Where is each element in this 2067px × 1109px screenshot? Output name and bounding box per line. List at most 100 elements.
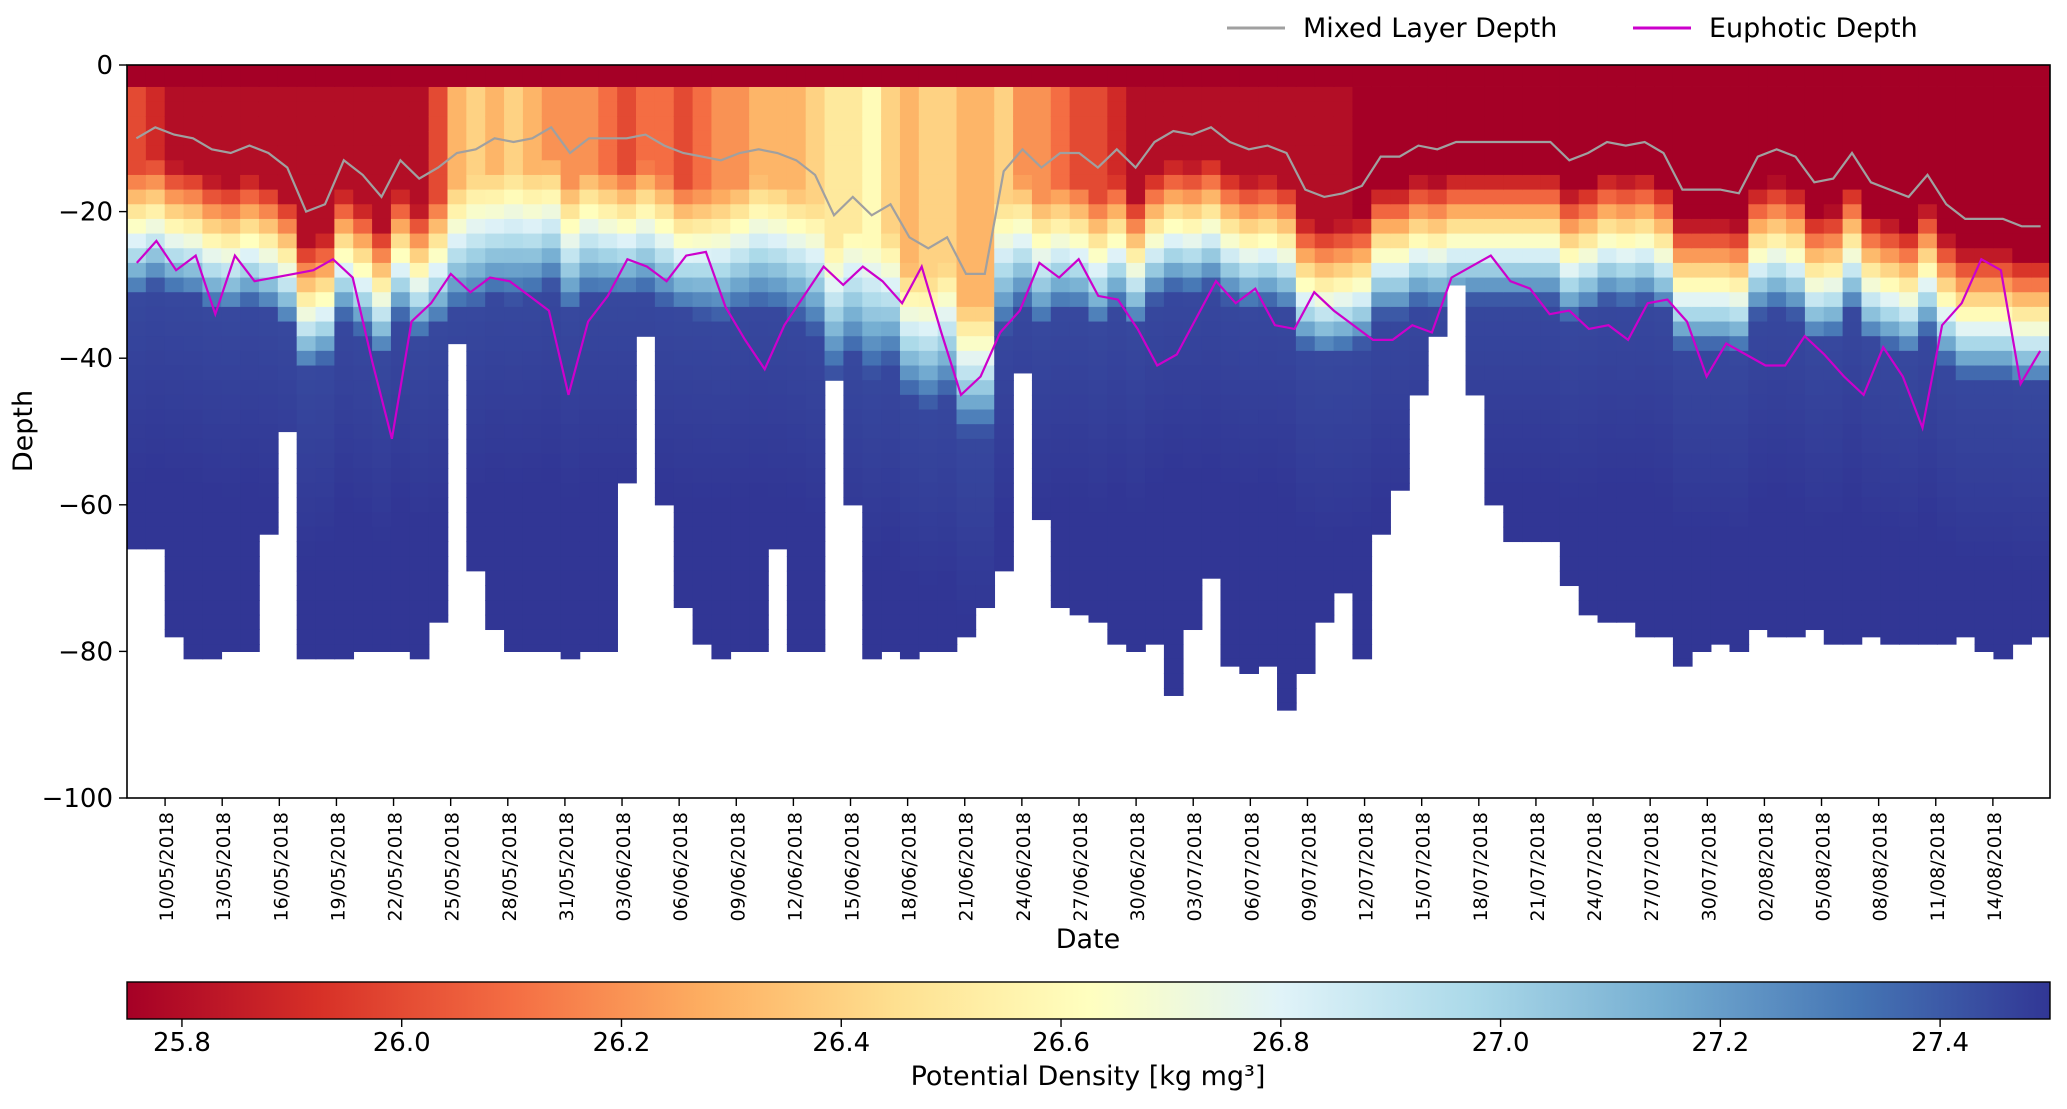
density-cell	[1616, 600, 1637, 616]
density-cell	[334, 468, 355, 484]
density-cell	[353, 526, 373, 543]
density-cell	[1955, 556, 1976, 572]
density-column	[805, 65, 826, 652]
density-cell	[1107, 394, 1128, 411]
x-tick-label: 03/07/2018	[1184, 812, 1206, 922]
density-cell	[1578, 526, 1599, 543]
density-cell	[2012, 438, 2032, 455]
density-cell	[145, 101, 166, 117]
density-cell	[1974, 365, 1995, 381]
density-cell	[1088, 424, 1109, 440]
density-cell	[258, 438, 279, 455]
density-cell	[2012, 585, 2032, 601]
density-cell	[2031, 233, 2050, 249]
density-cell	[1654, 585, 1674, 601]
density-cell	[258, 174, 279, 191]
density-cell	[1842, 600, 1863, 616]
density-cell	[183, 394, 204, 411]
density-cell	[1635, 438, 1655, 455]
density-cell	[673, 262, 694, 279]
density-cell	[937, 438, 958, 455]
density-cell	[786, 292, 807, 308]
density-cell	[1993, 482, 2014, 499]
density-cell	[1314, 394, 1335, 411]
density-cell	[1823, 512, 1844, 528]
density-cell	[353, 189, 373, 205]
density-cell	[654, 277, 675, 293]
density-cell	[240, 116, 260, 132]
density-cell	[1955, 438, 1976, 455]
density-cell	[1163, 556, 1184, 572]
density-cell	[145, 189, 166, 205]
density-cell	[202, 394, 223, 411]
density-cell	[504, 174, 524, 191]
density-cell	[1710, 497, 1731, 513]
density-cell	[1748, 512, 1769, 528]
density-cell	[1804, 380, 1825, 396]
density-cell	[1239, 409, 1259, 425]
density-cell	[1616, 409, 1637, 425]
density-cell	[1635, 262, 1655, 279]
density-cell	[1314, 453, 1335, 469]
density-cell	[485, 468, 505, 484]
density-cell	[1050, 409, 1071, 425]
density-cell	[1936, 526, 1957, 543]
density-cell	[183, 600, 204, 616]
density-cell	[390, 65, 411, 87]
density-cell	[1050, 600, 1071, 609]
density-cell	[1597, 394, 1618, 411]
density-cell	[409, 541, 430, 557]
density-cell	[1220, 629, 1241, 645]
density-column	[598, 65, 618, 652]
density-cell	[1182, 262, 1203, 279]
density-cell	[1899, 541, 1919, 557]
density-cell	[1031, 86, 1052, 103]
density-cell	[1748, 541, 1769, 557]
density-cell	[1352, 248, 1373, 264]
density-cell	[598, 189, 618, 205]
density-cell	[1522, 248, 1542, 264]
density-cell	[899, 380, 920, 396]
density-cell	[1899, 556, 1919, 572]
density-cell	[1371, 130, 1391, 147]
density-cell	[975, 145, 996, 161]
density-column	[127, 65, 147, 550]
density-cell	[1069, 174, 1090, 191]
density-cell	[1107, 86, 1128, 103]
density-cell	[692, 277, 713, 293]
density-cell	[1333, 130, 1354, 147]
density-cell	[1258, 277, 1278, 293]
density-cell	[390, 644, 411, 652]
density-cell	[1616, 86, 1637, 103]
density-column	[1314, 65, 1335, 623]
density-cell	[881, 65, 901, 87]
density-cell	[598, 556, 618, 572]
density-cell	[1220, 218, 1241, 235]
density-cell	[1145, 453, 1165, 469]
density-column	[1635, 65, 1655, 638]
density-column	[1729, 65, 1750, 652]
density-column	[202, 65, 223, 660]
density-cell	[541, 204, 562, 220]
density-cell	[1786, 482, 1806, 499]
density-cell	[1559, 512, 1580, 528]
density-cell	[202, 438, 223, 455]
density-cell	[862, 145, 882, 161]
density-cell	[1842, 409, 1863, 425]
density-cell	[1880, 116, 1900, 132]
density-cell	[1974, 277, 1995, 293]
density-cell	[918, 424, 939, 440]
density-cell	[504, 438, 524, 455]
density-cell	[1258, 321, 1278, 337]
density-cell	[1465, 306, 1486, 323]
density-cell	[522, 116, 543, 132]
density-cell	[1804, 350, 1825, 367]
density-cell	[409, 482, 430, 499]
colorbar-tick-label: 27.2	[1691, 1028, 1749, 1058]
density-cell	[1597, 262, 1618, 279]
density-cell	[1050, 512, 1071, 528]
density-cell	[1710, 306, 1731, 323]
density-cell	[353, 629, 373, 645]
density-cell	[1088, 248, 1109, 264]
density-cell	[1484, 101, 1505, 117]
